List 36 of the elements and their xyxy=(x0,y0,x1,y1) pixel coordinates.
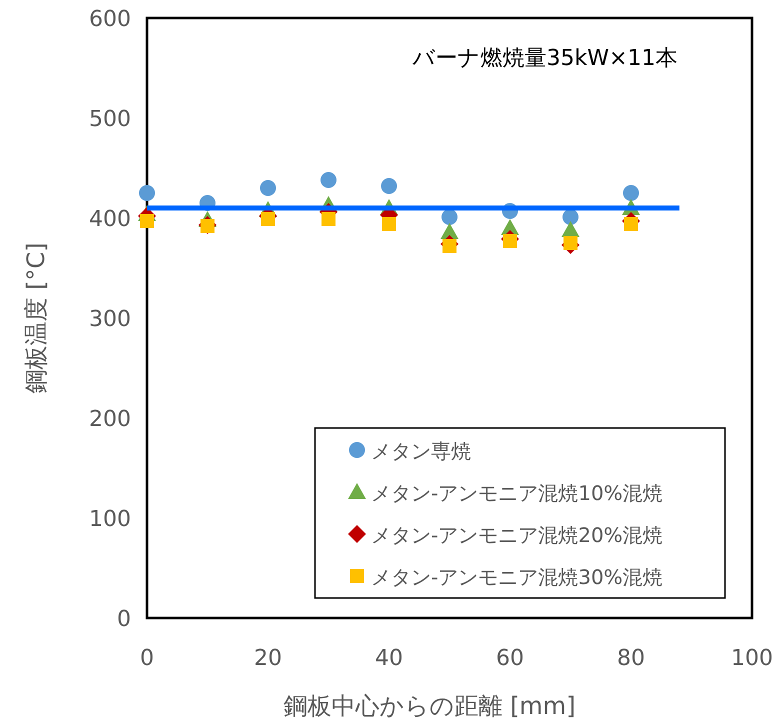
y-tick-label: 600 xyxy=(89,7,131,32)
y-tick-label: 0 xyxy=(117,607,131,632)
x-tick-label: 20 xyxy=(254,646,282,671)
point xyxy=(382,217,396,231)
point xyxy=(140,214,154,228)
point xyxy=(623,185,639,201)
point xyxy=(442,239,456,253)
point xyxy=(624,217,638,231)
legend-label: メタン-アンモニア混焼20%混焼 xyxy=(371,523,663,547)
y-tick-label: 400 xyxy=(89,207,131,232)
point xyxy=(381,178,397,194)
point xyxy=(564,236,578,250)
y-tick-label: 100 xyxy=(89,507,131,532)
point xyxy=(562,221,580,237)
point xyxy=(322,212,336,226)
point xyxy=(139,185,155,201)
x-axis-title: 鋼板中心からの距離 [mm] xyxy=(283,692,576,720)
y-tick-label: 200 xyxy=(89,407,131,432)
y-axis-title: 鋼板温度 [°C] xyxy=(22,242,50,394)
point xyxy=(260,180,276,196)
legend-label: メタン-アンモニア混焼30%混焼 xyxy=(371,565,663,589)
point xyxy=(562,209,578,225)
legend-label: メタン専焼 xyxy=(371,439,471,463)
y-tick-label: 300 xyxy=(89,307,131,332)
point xyxy=(320,172,336,188)
point xyxy=(503,234,517,248)
x-tick-label: 40 xyxy=(375,646,403,671)
point xyxy=(261,212,275,226)
x-tick-label: 0 xyxy=(140,646,154,671)
annotation: バーナ燃焼量35kW×11本 xyxy=(412,46,678,71)
legend-label: メタン-アンモニア混焼10%混焼 xyxy=(371,481,663,505)
x-tick-label: 80 xyxy=(617,646,645,671)
x-tick-label: 60 xyxy=(496,646,524,671)
point xyxy=(442,209,458,225)
y-tick-label: 500 xyxy=(89,107,131,132)
x-tick-label: 100 xyxy=(731,646,773,671)
